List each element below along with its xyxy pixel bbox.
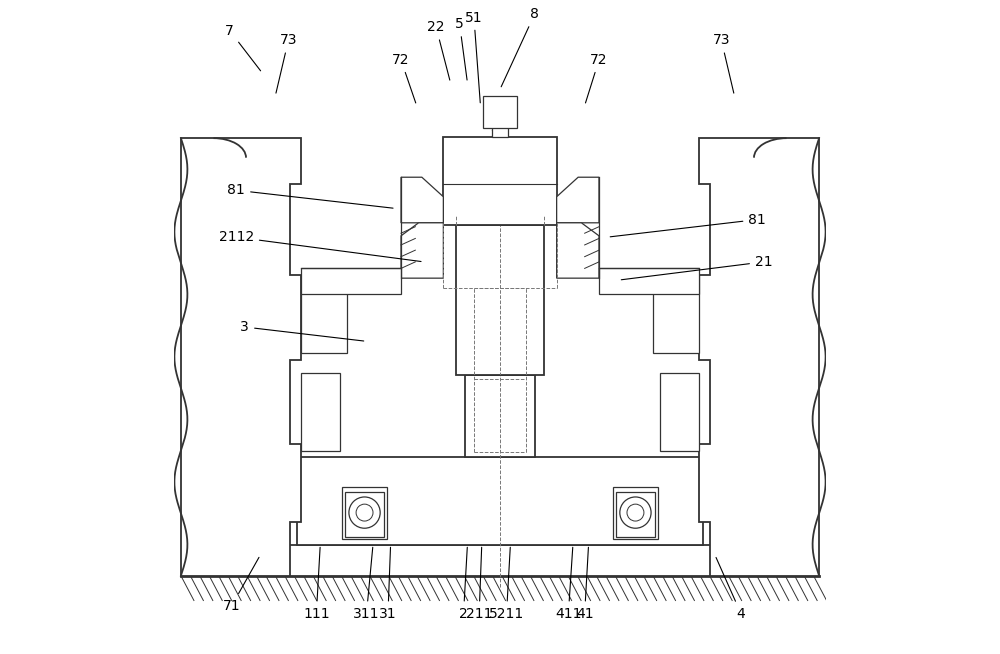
Text: 31: 31 <box>379 547 397 621</box>
Text: 7: 7 <box>225 24 261 71</box>
Polygon shape <box>557 177 599 223</box>
Text: 311: 311 <box>353 547 380 621</box>
Polygon shape <box>699 138 819 576</box>
Bar <box>253 545 272 562</box>
Circle shape <box>356 504 373 521</box>
Circle shape <box>620 497 651 528</box>
Polygon shape <box>401 177 443 223</box>
Bar <box>599 268 699 294</box>
Text: 22: 22 <box>427 20 450 80</box>
Bar <box>297 457 703 545</box>
Circle shape <box>349 497 380 528</box>
Bar <box>443 137 557 226</box>
Bar <box>301 268 401 294</box>
Text: 8: 8 <box>501 7 539 87</box>
Bar <box>653 275 699 353</box>
Text: 411: 411 <box>555 547 582 621</box>
Bar <box>483 97 517 128</box>
Text: 2112: 2112 <box>219 230 421 262</box>
Text: 211: 211 <box>466 547 492 621</box>
Text: 73: 73 <box>713 33 734 93</box>
Polygon shape <box>401 223 443 278</box>
Text: 3: 3 <box>240 320 364 341</box>
Circle shape <box>627 504 644 521</box>
Bar <box>345 492 384 537</box>
Text: 81: 81 <box>227 183 393 208</box>
Bar <box>728 545 747 562</box>
Polygon shape <box>557 223 599 278</box>
Text: 51: 51 <box>465 10 483 103</box>
Text: 73: 73 <box>276 33 297 93</box>
Text: 81: 81 <box>610 213 766 237</box>
Bar <box>660 373 699 451</box>
Bar <box>465 375 535 457</box>
Text: 21: 21 <box>621 255 773 280</box>
Text: 72: 72 <box>392 53 416 103</box>
Text: 4: 4 <box>716 557 745 621</box>
Text: 72: 72 <box>585 53 608 103</box>
Text: 71: 71 <box>223 557 259 613</box>
Text: 2: 2 <box>459 547 468 621</box>
Bar <box>492 98 508 137</box>
Bar <box>616 492 655 537</box>
Bar <box>342 487 387 540</box>
Bar <box>456 226 544 375</box>
Polygon shape <box>181 138 301 576</box>
Bar <box>613 487 658 540</box>
Bar <box>301 373 340 451</box>
Bar <box>243 545 757 576</box>
Bar <box>301 275 347 353</box>
Text: 5211: 5211 <box>489 547 524 621</box>
Text: 5: 5 <box>455 17 467 80</box>
Text: 41: 41 <box>576 547 593 621</box>
Text: 111: 111 <box>303 547 330 621</box>
